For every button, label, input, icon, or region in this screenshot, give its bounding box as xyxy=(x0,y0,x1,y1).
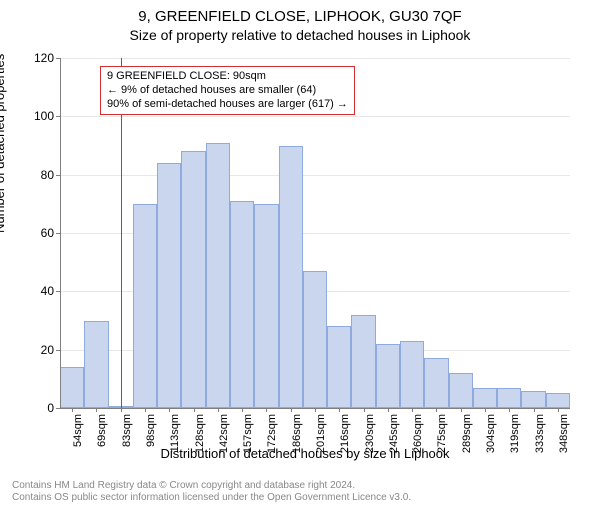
y-tick-label: 60 xyxy=(30,226,54,240)
x-tickmark xyxy=(364,408,365,412)
x-tickmark xyxy=(412,408,413,412)
x-tickmark xyxy=(266,408,267,412)
y-tick-label: 80 xyxy=(30,168,54,182)
y-tick-label: 40 xyxy=(30,284,54,298)
y-tick-label: 100 xyxy=(30,109,54,123)
page-subtitle: Size of property relative to detached ho… xyxy=(0,27,600,43)
histogram-bar xyxy=(400,341,424,408)
annotation-line1: 9 GREENFIELD CLOSE: 90sqm xyxy=(107,70,348,84)
y-tick-label: 20 xyxy=(30,343,54,357)
histogram-bar xyxy=(497,388,521,408)
footer-line1: Contains HM Land Registry data © Crown c… xyxy=(12,480,411,492)
x-tickmark xyxy=(194,408,195,412)
histogram-bar xyxy=(230,201,254,408)
histogram-bar xyxy=(133,204,157,408)
x-tickmark xyxy=(315,408,316,412)
annotation-line2: ← 9% of detached houses are smaller (64) xyxy=(107,84,348,98)
y-axis-label: Number of detached properties xyxy=(0,54,7,233)
histogram-bar xyxy=(84,321,108,409)
histogram-bar xyxy=(254,204,278,408)
histogram-bar xyxy=(351,315,375,408)
histogram-bar xyxy=(546,393,570,408)
x-tickmark xyxy=(388,408,389,412)
histogram-bar xyxy=(279,146,303,409)
x-tickmark xyxy=(461,408,462,412)
histogram-bar xyxy=(60,367,84,408)
x-tickmark xyxy=(121,408,122,412)
x-tickmark xyxy=(509,408,510,412)
x-tickmark xyxy=(485,408,486,412)
histogram-bar xyxy=(181,151,205,408)
x-tickmark xyxy=(339,408,340,412)
histogram-bar xyxy=(327,326,351,408)
x-tickmark xyxy=(558,408,559,412)
x-tickmark xyxy=(72,408,73,412)
histogram-bar xyxy=(473,388,497,408)
x-tickmark xyxy=(169,408,170,412)
histogram-bar xyxy=(376,344,400,408)
x-tickmark xyxy=(96,408,97,412)
x-tickmark xyxy=(242,408,243,412)
histogram-bar xyxy=(206,143,230,408)
x-tickmark xyxy=(436,408,437,412)
y-tick-label: 0 xyxy=(30,401,54,415)
footer-line2: Contains OS public sector information li… xyxy=(12,492,411,504)
histogram-bar xyxy=(303,271,327,408)
annotation-box: 9 GREENFIELD CLOSE: 90sqm ← 9% of detach… xyxy=(100,66,355,115)
footer: Contains HM Land Registry data © Crown c… xyxy=(12,480,411,504)
x-tickmark xyxy=(218,408,219,412)
x-axis-label: Distribution of detached houses by size … xyxy=(50,446,560,461)
x-tickmark xyxy=(145,408,146,412)
x-tickmark xyxy=(534,408,535,412)
histogram-bar xyxy=(449,373,473,408)
page-title: 9, GREENFIELD CLOSE, LIPHOOK, GU30 7QF xyxy=(0,8,600,25)
y-axis-line xyxy=(60,58,61,408)
histogram-bar xyxy=(521,391,545,409)
x-tickmark xyxy=(291,408,292,412)
histogram-bar xyxy=(157,163,181,408)
y-tick-label: 120 xyxy=(30,51,54,65)
annotation-line3: 90% of semi-detached houses are larger (… xyxy=(107,98,348,112)
histogram-bar xyxy=(424,358,448,408)
